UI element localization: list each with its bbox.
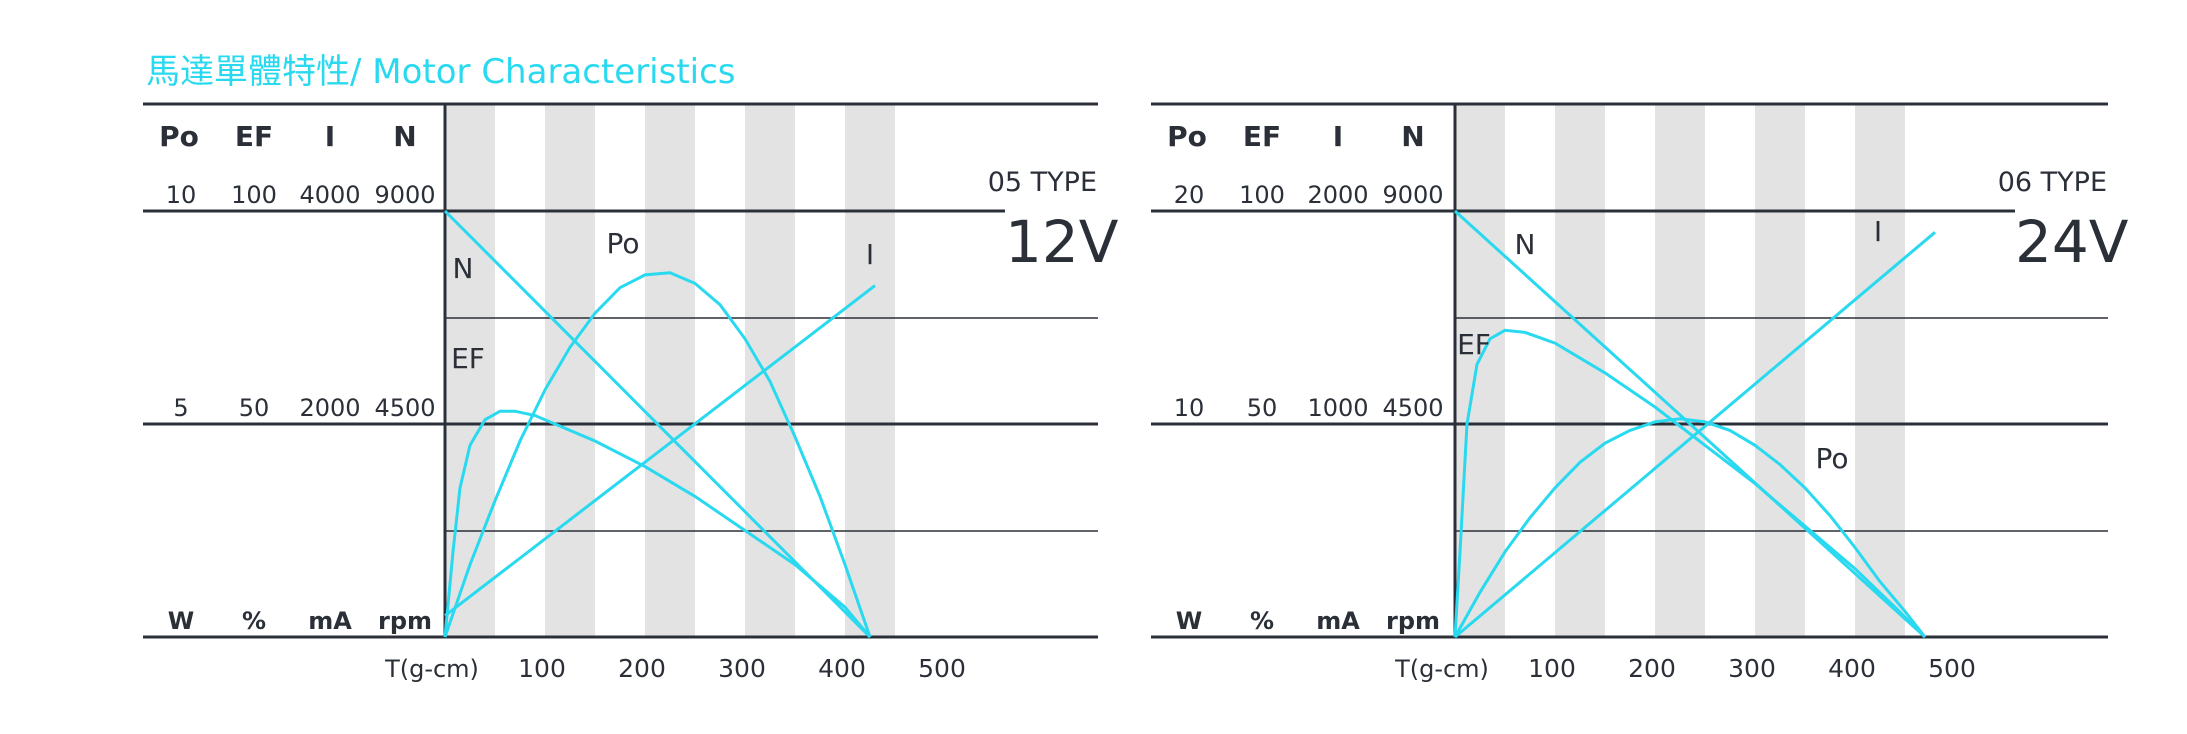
x-tick-label: 400 [818,654,866,683]
page-title: 馬達單體特性/ Motor Characteristics [146,52,736,92]
axis-name-i: I [325,120,335,153]
scale-mid-label: 50 [239,394,270,422]
series-po-line [443,271,872,638]
x-tick-label: 500 [918,654,966,683]
voltage-label: 12V [1005,208,1119,276]
scale-mid-label: 4500 [374,394,435,422]
x-tick-label: 500 [1928,654,1976,683]
background-stripe [1755,104,1805,637]
series-i-line [444,284,876,617]
scale-mid-label: 50 [1247,394,1278,422]
axis-unit-label: W [1176,607,1202,635]
scale-mid-label: 4500 [1382,394,1443,422]
axis-unit-label: W [168,607,194,635]
scale-top-label: 4000 [299,181,360,209]
axis-name-ef: EF [235,120,273,153]
x-tick-label: 400 [1828,654,1876,683]
series-label-po: Po [606,227,639,260]
scale-mid-label: 5 [173,394,188,422]
series-ef-line [1453,328,1927,639]
x-tick-label: 300 [1728,654,1776,683]
scale-mid-label: 1000 [1307,394,1368,422]
x-tick-label: 300 [718,654,766,683]
series-label-ef: EF [1457,328,1491,361]
series-label-n: N [453,252,474,285]
background-stripe [845,104,895,637]
axis-name-po: Po [1167,120,1207,153]
series-label-po: Po [1815,442,1848,475]
axis-name-n: N [393,120,416,153]
chart-panel-1 [143,102,1098,639]
background-stripe [1855,104,1905,637]
background-stripe [1655,104,1705,637]
x-axis-label: T(g-cm) [1394,655,1489,683]
scale-mid-label: 2000 [299,394,360,422]
scale-top-label: 100 [231,181,277,209]
background-stripe [645,104,695,637]
background-stripe [545,104,595,637]
series-label-n: N [1515,228,1536,261]
x-tick-label: 100 [518,654,566,683]
x-tick-label: 100 [1528,654,1576,683]
background-stripe [745,104,795,637]
axis-unit-label: % [242,607,266,635]
series-label-i: I [1874,215,1882,248]
background-stripe [1455,104,1505,637]
series-i-line [1454,231,1936,639]
scale-top-label: 9000 [1382,181,1443,209]
background-stripe [1555,104,1605,637]
scale-top-label: 9000 [374,181,435,209]
axis-name-ef: EF [1243,120,1281,153]
axis-unit-label: % [1250,607,1274,635]
label-area [2005,104,2108,318]
series-n-line [1453,209,1927,639]
label-area [995,104,1098,318]
axis-name-i: I [1333,120,1343,153]
axis-name-po: Po [159,120,199,153]
x-tick-label: 200 [1628,654,1676,683]
series-n-line [443,209,872,639]
series-label-ef: EF [451,342,485,375]
x-axis-label: T(g-cm) [384,655,479,683]
scale-top-label: 10 [166,181,197,209]
axis-unit-label: rpm [1386,607,1440,635]
series-label-i: I [866,238,874,271]
scale-top-label: 100 [1239,181,1285,209]
scale-mid-label: 10 [1174,394,1205,422]
axis-unit-label: rpm [378,607,432,635]
series-po-line [1453,417,1927,638]
x-tick-label: 200 [618,654,666,683]
type-label: 06 TYPE [1998,167,2107,198]
scale-top-label: 20 [1174,181,1205,209]
axis-name-n: N [1401,120,1424,153]
voltage-label: 24V [2015,208,2129,276]
axis-unit-label: mA [308,607,352,635]
axis-unit-label: mA [1316,607,1360,635]
scale-top-label: 2000 [1307,181,1368,209]
chart-panel-2 [1151,102,2108,639]
series-ef-line [443,409,872,638]
type-label: 05 TYPE [988,167,1097,198]
